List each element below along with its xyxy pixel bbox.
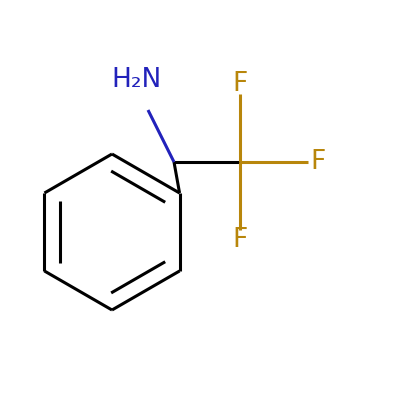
Text: F: F bbox=[232, 71, 248, 97]
Text: H₂N: H₂N bbox=[111, 67, 161, 93]
Text: F: F bbox=[232, 227, 248, 253]
Text: F: F bbox=[310, 149, 326, 175]
